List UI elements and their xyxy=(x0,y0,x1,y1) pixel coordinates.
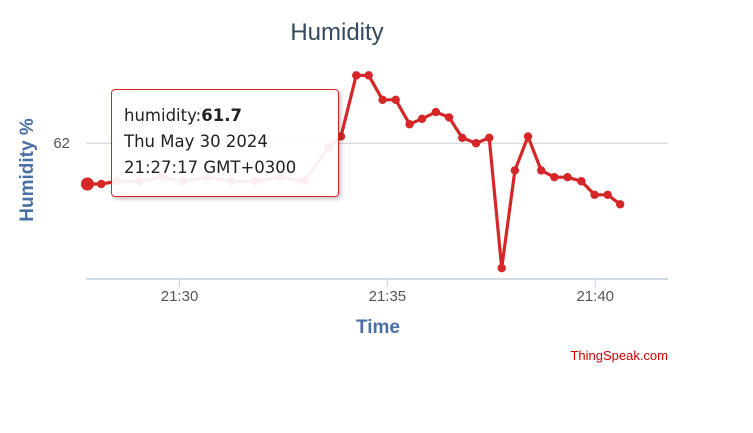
tooltip-value: 61.7 xyxy=(201,106,242,125)
x-tick-label: 21:30 xyxy=(161,288,199,305)
data-point[interactable] xyxy=(378,95,387,105)
data-point[interactable] xyxy=(590,190,599,200)
data-point[interactable] xyxy=(444,113,454,122)
data-point[interactable] xyxy=(391,95,400,105)
data-point[interactable] xyxy=(364,71,373,80)
data-point[interactable] xyxy=(352,71,361,80)
data-point[interactable] xyxy=(417,114,427,124)
highlighted-data-point[interactable] xyxy=(80,177,94,191)
tooltip-field: humidity: xyxy=(124,106,202,125)
data-point[interactable] xyxy=(537,166,546,175)
data-point[interactable] xyxy=(497,263,506,273)
x-tick-label: 21:35 xyxy=(369,288,407,305)
data-point[interactable] xyxy=(431,107,441,117)
data-point[interactable] xyxy=(471,139,481,148)
y-axis-label: Humidity % xyxy=(17,118,38,222)
x-ticks: 21:30 21:35 21:40 xyxy=(161,279,614,305)
data-point[interactable] xyxy=(563,172,572,182)
data-point[interactable] xyxy=(550,172,559,182)
data-point[interactable] xyxy=(97,179,106,189)
tooltip-date: Thu May 30 2024 xyxy=(124,132,268,151)
data-tooltip: humidity:61.7 Thu May 30 2024 21:27:17 G… xyxy=(111,89,339,197)
data-point[interactable] xyxy=(458,133,467,143)
x-tick-label: 21:40 xyxy=(576,288,614,305)
data-point[interactable] xyxy=(603,190,612,200)
y-tick-label: 62 xyxy=(53,135,70,152)
data-point[interactable] xyxy=(510,166,520,175)
data-point[interactable] xyxy=(523,132,533,141)
thingspeak-credit[interactable]: ThingSpeak.com xyxy=(570,348,668,363)
chart-title: Humidity xyxy=(290,19,383,46)
data-point[interactable] xyxy=(485,133,494,143)
data-point[interactable] xyxy=(405,120,414,129)
data-point[interactable] xyxy=(615,200,625,209)
tooltip-time: 21:27:17 GMT+0300 xyxy=(124,158,297,177)
x-axis-label: Time xyxy=(356,317,400,338)
data-point[interactable] xyxy=(577,177,586,186)
